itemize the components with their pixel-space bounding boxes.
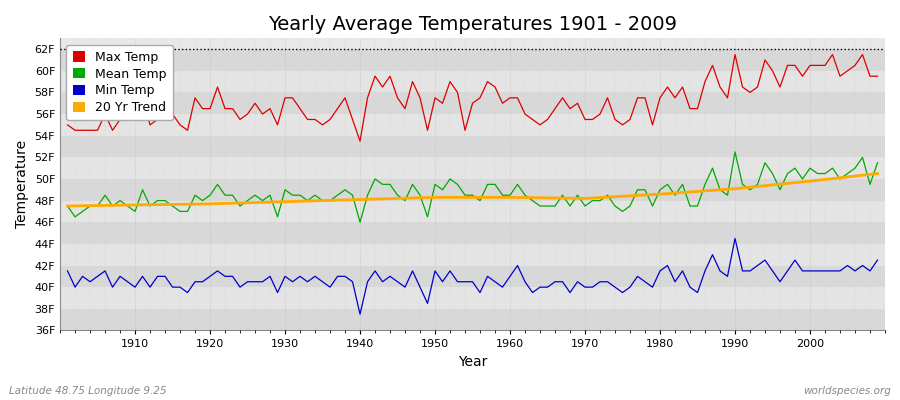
Legend: Max Temp, Mean Temp, Min Temp, 20 Yr Trend: Max Temp, Mean Temp, Min Temp, 20 Yr Tre… bbox=[67, 44, 173, 120]
Text: Latitude 48.75 Longitude 9.25: Latitude 48.75 Longitude 9.25 bbox=[9, 386, 166, 396]
Bar bbox=[60, 287, 885, 309]
Bar bbox=[60, 179, 885, 201]
Bar bbox=[60, 266, 885, 287]
Bar bbox=[60, 114, 885, 136]
Bar bbox=[60, 92, 885, 114]
Bar bbox=[60, 49, 885, 71]
Text: worldspecies.org: worldspecies.org bbox=[803, 386, 891, 396]
Bar bbox=[60, 71, 885, 92]
Bar bbox=[60, 309, 885, 330]
Title: Yearly Average Temperatures 1901 - 2009: Yearly Average Temperatures 1901 - 2009 bbox=[268, 15, 677, 34]
X-axis label: Year: Year bbox=[458, 355, 487, 369]
Bar bbox=[60, 222, 885, 244]
Bar bbox=[60, 244, 885, 266]
Y-axis label: Temperature: Temperature bbox=[15, 140, 29, 228]
Bar bbox=[60, 201, 885, 222]
Bar bbox=[60, 136, 885, 157]
Bar bbox=[60, 157, 885, 179]
